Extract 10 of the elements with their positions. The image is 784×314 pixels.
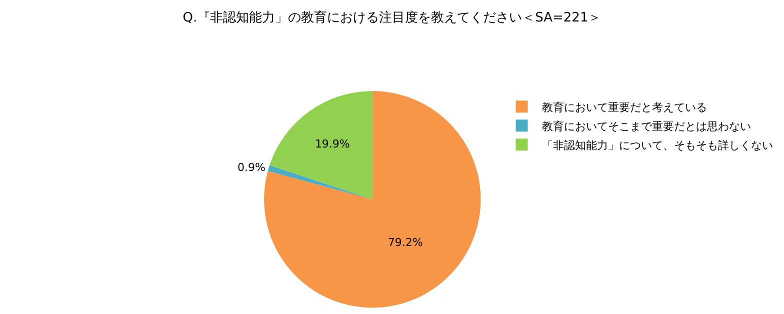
legend-label: 教育においてそこまで重要だとは思わない (542, 120, 751, 133)
chart-title: Q.『非認知能力」の教育における注目度を教えてください＜SA=221＞ (182, 10, 602, 26)
pie-slice (270, 91, 372, 200)
legend-label: 教育において重要だと考えている (542, 100, 707, 114)
pie-slice (268, 165, 372, 200)
pie-slice (264, 91, 481, 308)
data-label: 19.9% (314, 137, 350, 150)
data-label: 79.2% (388, 236, 423, 249)
data-label: 0.9% (237, 161, 266, 174)
legend-label: 「非認知能力」について、そもそも詳しくない (542, 138, 773, 152)
